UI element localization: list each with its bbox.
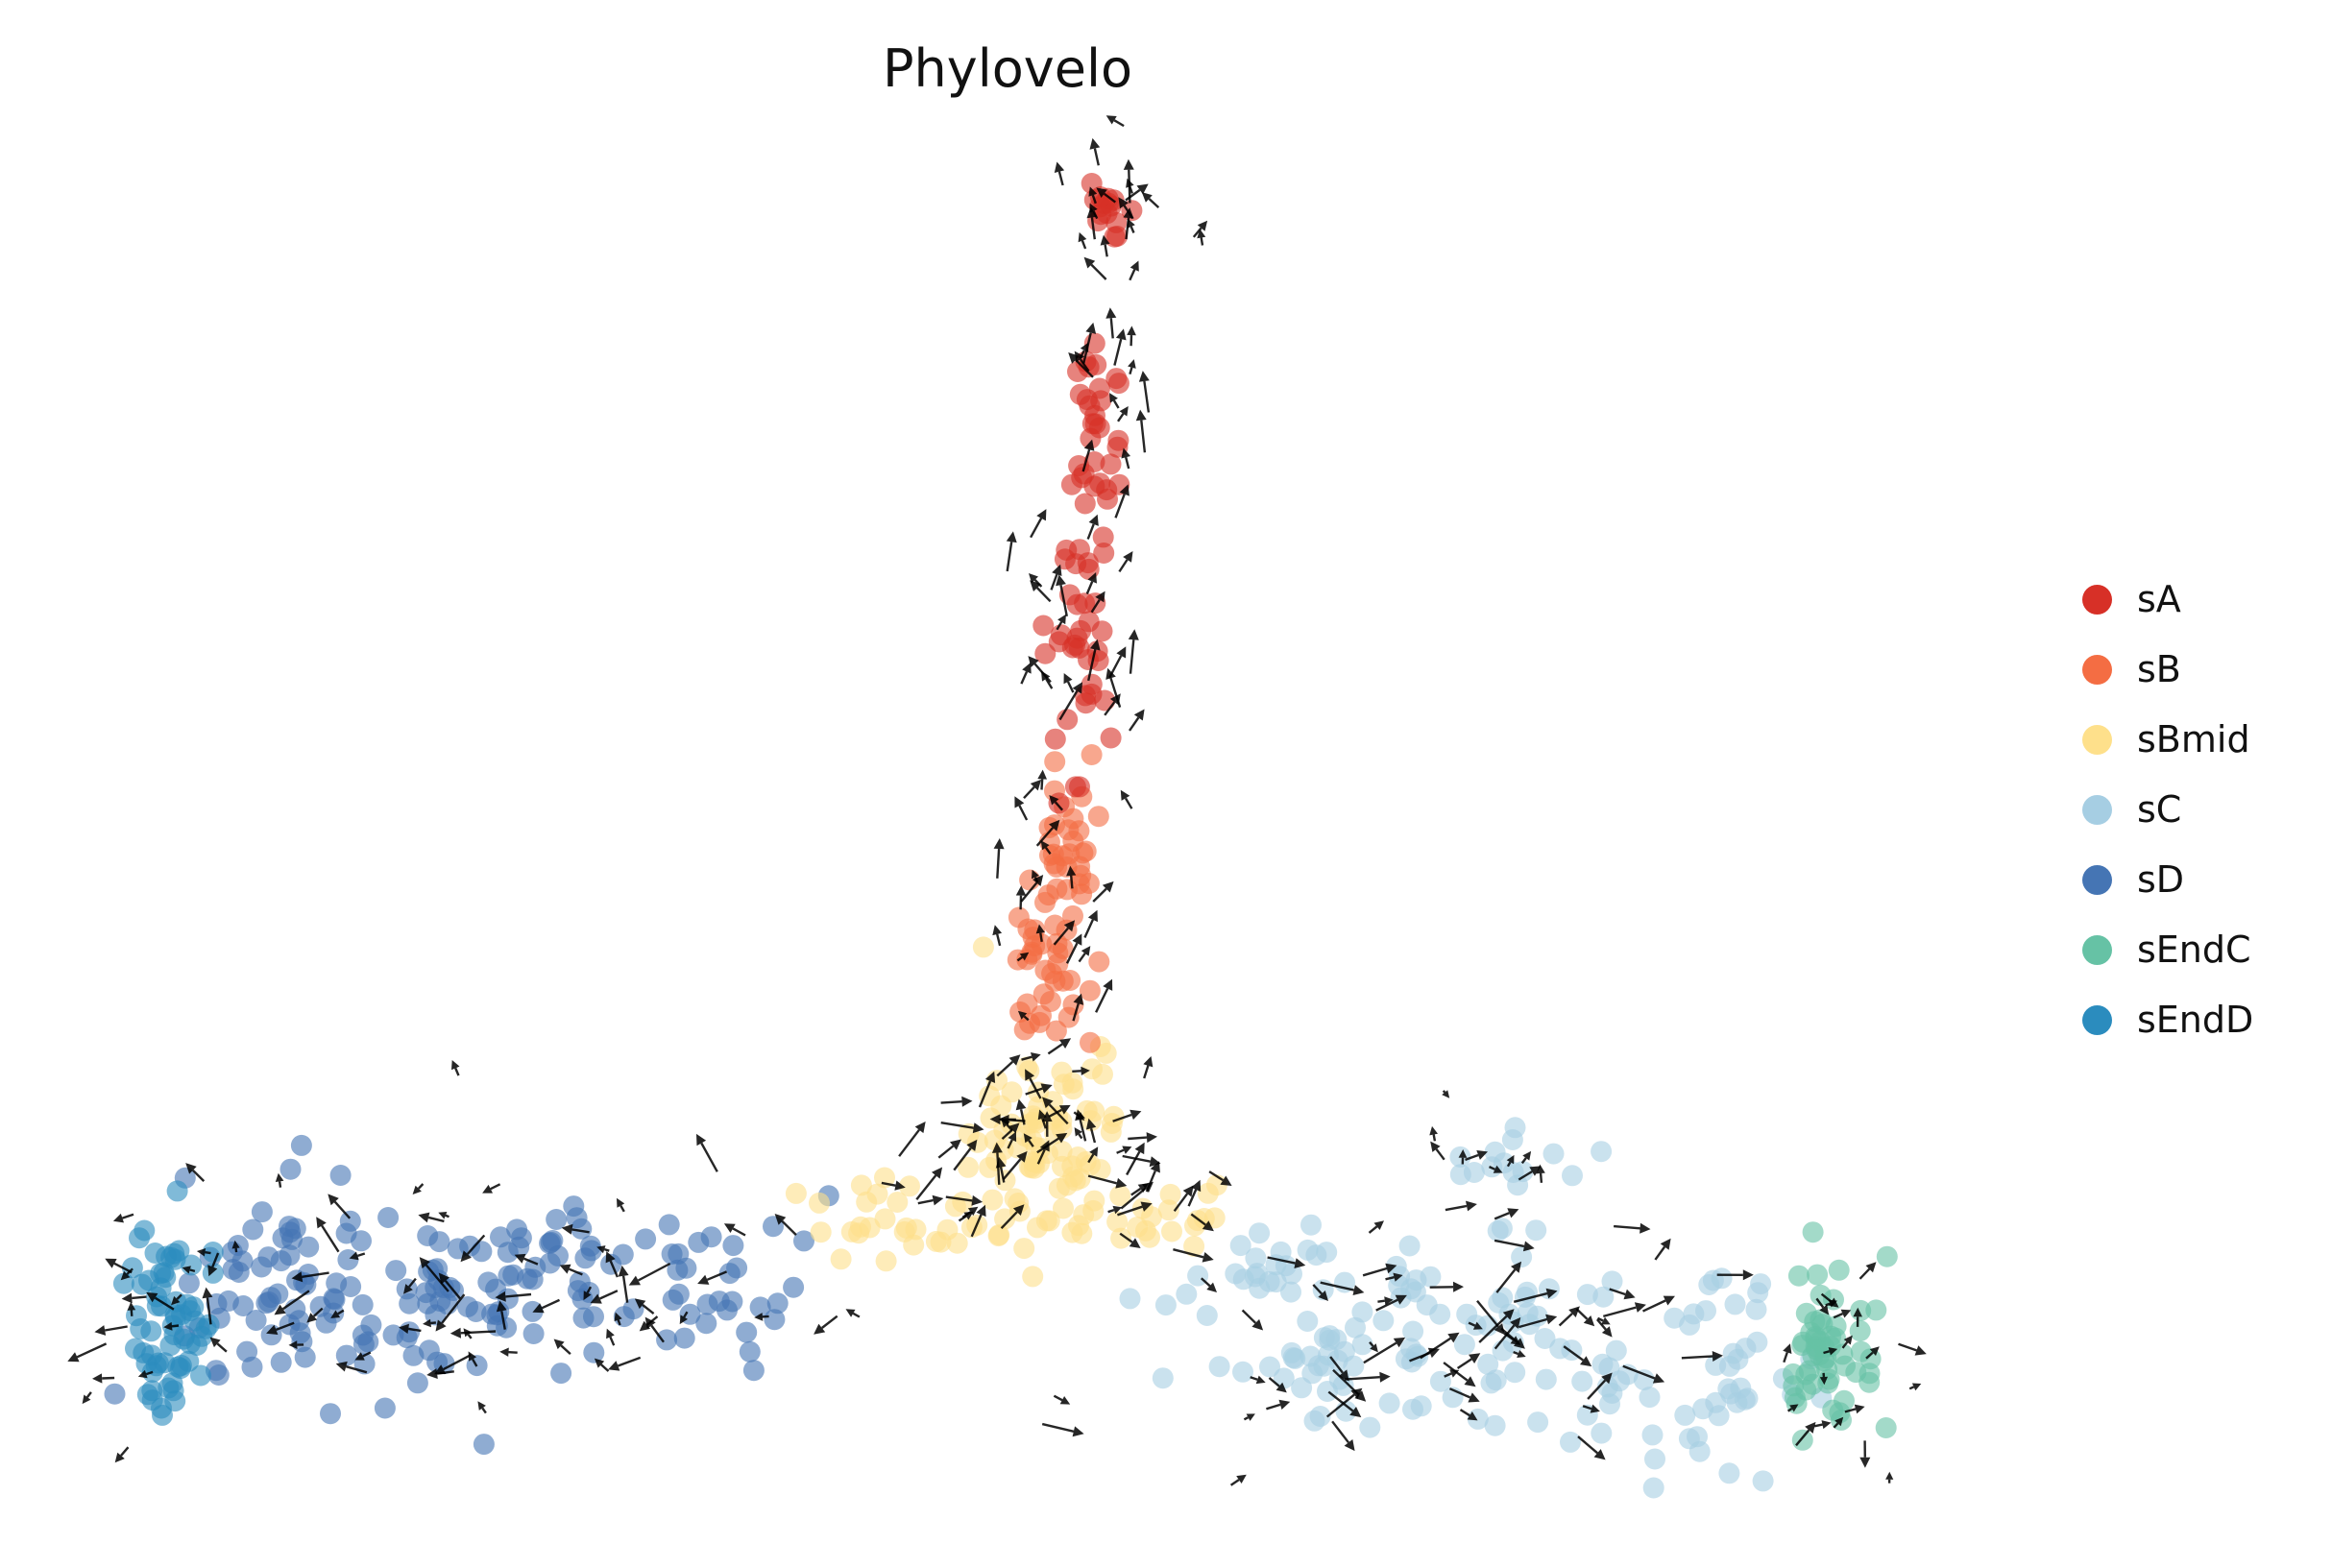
legend-label: sBmid: [2137, 718, 2250, 760]
legend-label: sC: [2137, 788, 2182, 831]
legend-item-sC: sC: [2082, 787, 2253, 832]
legend: sA sB sBmid sC sD sEndC sEndD: [2082, 577, 2253, 1042]
legend-color-dot: [2082, 934, 2112, 965]
legend-color-dot: [2082, 654, 2112, 685]
legend-color-dot: [2082, 1004, 2112, 1035]
legend-color-dot: [2082, 584, 2112, 615]
legend-label: sD: [2137, 858, 2185, 901]
legend-color-dot: [2082, 724, 2112, 755]
legend-label: sA: [2137, 578, 2181, 620]
legend-label: sEndC: [2137, 929, 2251, 971]
legend-color-dot: [2082, 794, 2112, 825]
legend-item-sEndD: sEndD: [2082, 998, 2253, 1042]
legend-label: sB: [2137, 648, 2181, 690]
legend-color-dot: [2082, 864, 2112, 895]
chart-title: Phylovelo: [882, 38, 1133, 99]
legend-item-sA: sA: [2082, 577, 2253, 621]
legend-item-sD: sD: [2082, 857, 2253, 902]
legend-item-sB: sB: [2082, 647, 2253, 691]
legend-label: sEndD: [2137, 999, 2254, 1041]
legend-item-sBmid: sBmid: [2082, 717, 2253, 761]
legend-item-sEndC: sEndC: [2082, 928, 2253, 972]
